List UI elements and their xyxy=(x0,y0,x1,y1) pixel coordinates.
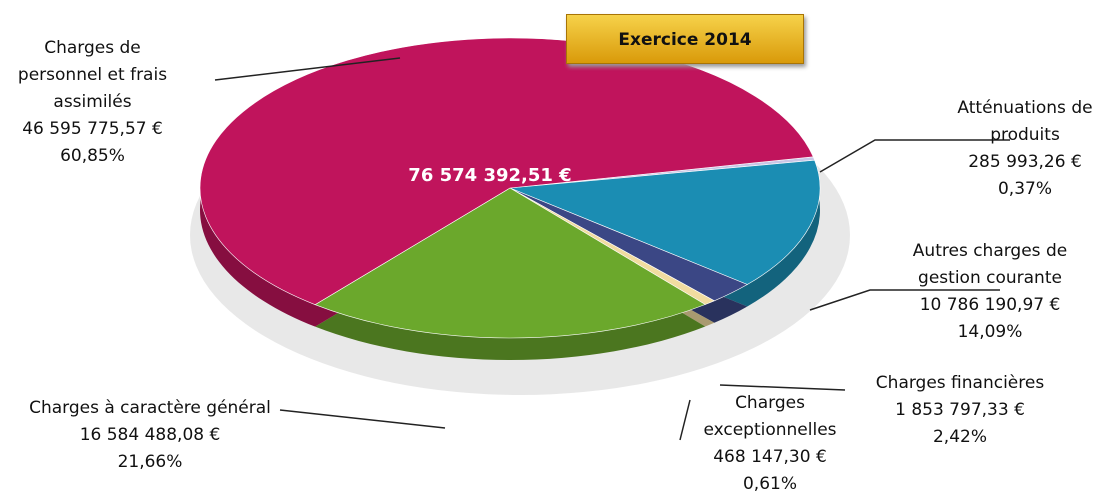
slice-label: Charges exceptionnelles 468 147,30 € 0,61% xyxy=(675,390,865,498)
slice-label: Autres charges de gestion courante 10 786… xyxy=(880,238,1100,346)
category-label: Charges de personnel et frais assimilés xyxy=(17,38,168,112)
amount-label: 16 584 488,08 € xyxy=(79,425,221,445)
percent-label: 0,37% xyxy=(997,179,1052,199)
amount-label: 10 786 190,97 € xyxy=(919,295,1061,315)
amount-label: 46 595 775,57 € xyxy=(22,119,163,139)
amount-label: 468 147,30 € xyxy=(713,447,827,467)
percent-label: 21,66% xyxy=(117,452,183,472)
percent-label: 2,42% xyxy=(932,427,987,447)
slice-label: Charges de personnel et frais assimilés 4… xyxy=(0,35,185,170)
slice-label: Charges financières 1 853 797,33 € 2,42% xyxy=(840,370,1080,451)
category-label: Atténuations de produits xyxy=(957,98,1093,145)
category-label: Charges exceptionnelles xyxy=(703,393,837,440)
category-label: Autres charges de gestion courante xyxy=(912,241,1068,288)
percent-label: 60,85% xyxy=(60,146,125,166)
slice xyxy=(314,187,706,339)
slice xyxy=(199,37,814,306)
slice xyxy=(509,159,821,285)
total-label: 76 574 392,51 € xyxy=(408,165,572,186)
chart-title: Exercice 2014 xyxy=(566,14,804,64)
category-label: Charges à caractère général xyxy=(29,398,271,418)
leader-lines xyxy=(214,57,1010,441)
amount-label: 285 993,26 € xyxy=(968,152,1082,172)
amount-label: 1 853 797,33 € xyxy=(895,400,1025,420)
slice-label: Charges à caractère général 16 584 488,08… xyxy=(20,395,280,476)
slice-label: Atténuations de produits 285 993,26 € 0,37… xyxy=(930,95,1108,203)
percent-label: 0,61% xyxy=(742,474,797,494)
percent-label: 14,09% xyxy=(957,322,1023,342)
category-label: Charges financières xyxy=(875,373,1045,393)
